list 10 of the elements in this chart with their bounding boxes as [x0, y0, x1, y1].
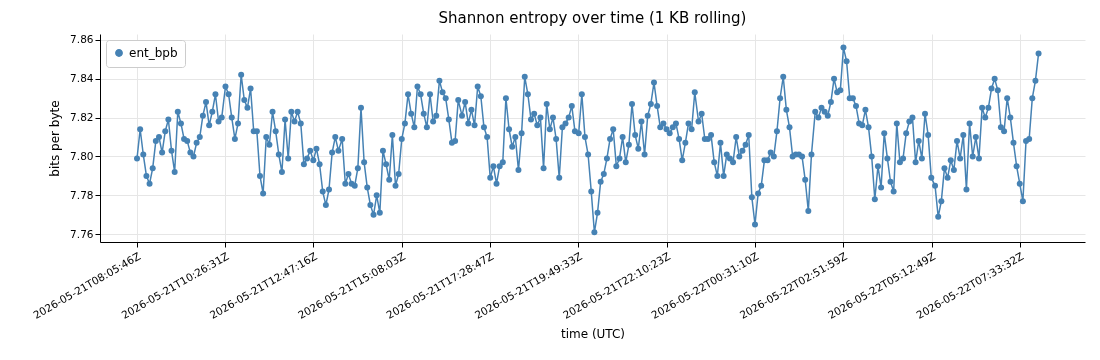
y-tick-label: 7.76: [70, 227, 94, 240]
legend-label: ent_bpb: [129, 46, 178, 60]
y-tick-label: 7.78: [70, 188, 94, 201]
y-tick-label: 7.80: [70, 149, 94, 162]
y-tick-label: 7.82: [70, 111, 94, 124]
chart-title: Shannon entropy over time (1 KB rolling): [438, 9, 747, 27]
x-axis-title: time (UTC): [560, 327, 626, 342]
y-axis-title: bits per byte: [48, 100, 63, 177]
y-tick-label: 7.86: [70, 33, 94, 46]
y-tick-label: 7.84: [70, 72, 94, 85]
